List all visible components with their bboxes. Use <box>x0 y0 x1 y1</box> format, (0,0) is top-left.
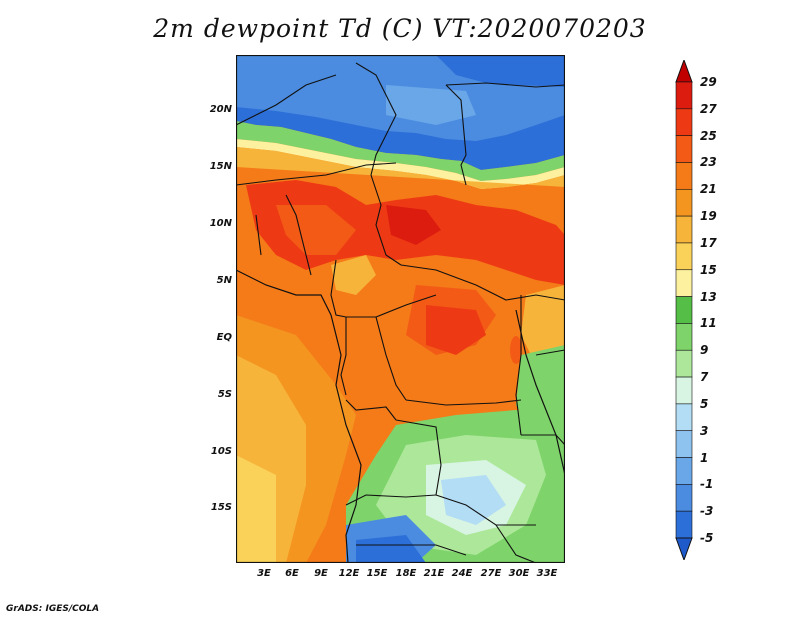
colorbar-label: 9 <box>700 343 709 358</box>
lon-label: 24E <box>451 568 473 579</box>
lat-label: 5N <box>216 275 232 286</box>
colorbar-swatch <box>675 430 693 458</box>
colorbar-swatch <box>675 162 693 190</box>
colorbar-swatch <box>675 242 693 271</box>
credit-text: GrADS: IGES/COLA <box>6 604 100 614</box>
dewpoint-map <box>236 55 565 563</box>
lon-label: 18E <box>395 568 417 579</box>
lat-label: 5S <box>217 389 232 400</box>
colorbar-swatch <box>675 135 693 163</box>
colorbar-label: 23 <box>700 155 717 170</box>
colorbar <box>675 60 693 560</box>
colorbar-label: 29 <box>700 75 717 89</box>
lat-label: 15N <box>209 161 232 172</box>
colorbar-swatch <box>675 215 693 244</box>
lon-label: 12E <box>338 568 360 579</box>
colorbar-label: -5 <box>700 531 714 545</box>
lon-label: 27E <box>480 568 502 579</box>
lat-label: EQ <box>216 332 232 343</box>
colorbar-swatch <box>675 323 693 351</box>
map-title: 2m dewpoint Td (C) VT:2020070203 <box>153 14 647 43</box>
colorbar-arrow-bottom <box>675 537 693 560</box>
lat-label: 10N <box>209 218 232 229</box>
colorbar-label: 13 <box>700 289 717 304</box>
lon-label: 3E <box>257 568 271 579</box>
lon-label: 30E <box>508 568 530 579</box>
colorbar-swatch <box>675 108 693 136</box>
coastline <box>236 269 362 563</box>
colorbar-label: 1 <box>700 450 709 465</box>
colorbar-swatch <box>675 376 693 405</box>
colorbar-label: 25 <box>700 128 717 143</box>
colorbar-label: -1 <box>700 477 714 492</box>
lat-label: 10S <box>210 446 232 457</box>
map-border <box>236 55 565 563</box>
colorbar-label: 3 <box>700 423 709 438</box>
colorbar-swatch <box>675 296 693 324</box>
colorbar-label: 27 <box>700 101 717 116</box>
colorbar-swatch <box>675 403 693 432</box>
colorbar-label: -3 <box>700 504 714 519</box>
lon-label: 6E <box>285 568 299 579</box>
lon-label: 9E <box>314 568 328 579</box>
colorbar-arrow-top <box>675 60 693 83</box>
lon-label: 15E <box>366 568 388 579</box>
field-transition-north <box>236 121 565 181</box>
colorbar-label: 15 <box>700 262 717 277</box>
colorbar-swatch <box>675 81 693 110</box>
colorbar-swatch <box>675 188 693 217</box>
lat-label: 20N <box>209 104 232 115</box>
colorbar-label: 11 <box>700 316 717 331</box>
colorbar-swatch <box>675 484 693 512</box>
colorbar-swatch <box>675 457 693 485</box>
lat-label: 15S <box>210 502 232 513</box>
colorbar-label: 21 <box>700 182 717 197</box>
colorbar-swatch <box>675 349 693 378</box>
colorbar-swatch <box>675 269 693 297</box>
lon-label: 33E <box>536 568 558 579</box>
colorbar-swatch <box>675 510 693 539</box>
colorbar-label: 17 <box>700 235 717 250</box>
lon-label: 21E <box>423 568 445 579</box>
colorbar-label: 19 <box>700 209 717 224</box>
colorbar-label: 5 <box>700 396 709 411</box>
colorbar-label: 7 <box>700 370 709 385</box>
country-borders <box>236 62 565 563</box>
